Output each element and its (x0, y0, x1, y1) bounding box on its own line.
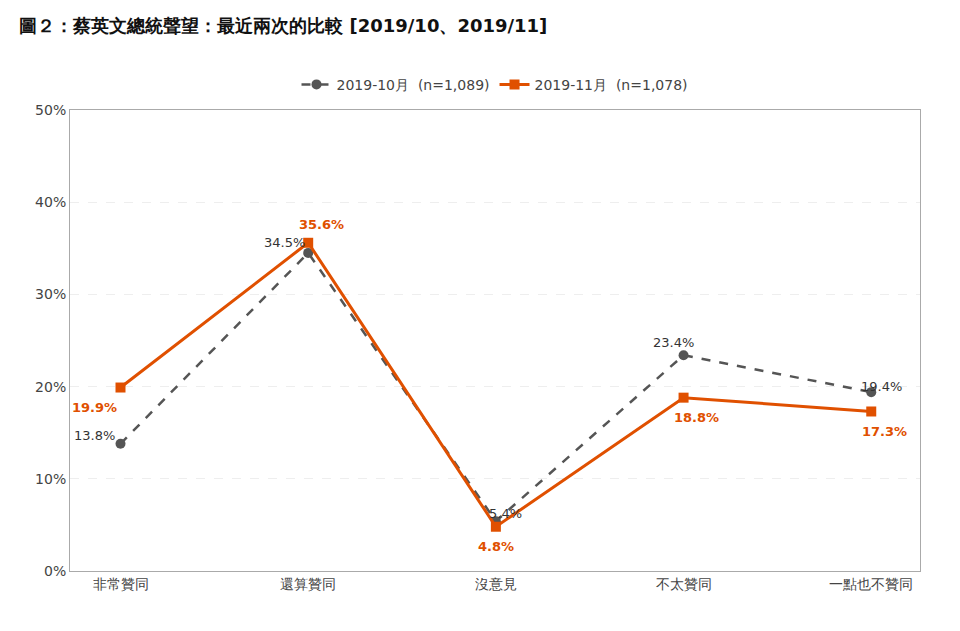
svg-text:沒意見: 沒意見 (475, 576, 517, 592)
svg-text:0%: 0% (44, 563, 66, 579)
svg-text:一點也不贊同: 一點也不贊同 (829, 576, 913, 592)
svg-text:19.4%: 19.4% (861, 379, 902, 394)
svg-text:2019-10月 (n=1,089): 2019-10月 (n=1,089) (337, 77, 490, 93)
svg-text:2019-11月 (n=1,078): 2019-11月 (n=1,078) (535, 77, 688, 93)
svg-text:不太贊同: 不太贊同 (656, 576, 712, 592)
svg-text:圖２：蔡英文總統聲望：最近兩次的比較 [2019/10、20: 圖２：蔡英文總統聲望：最近兩次的比較 [2019/10、2019/11] (19, 15, 547, 36)
svg-text:35.6%: 35.6% (299, 217, 344, 232)
svg-text:10%: 10% (35, 471, 66, 487)
svg-text:5.4%: 5.4% (489, 506, 522, 521)
svg-text:23.4%: 23.4% (653, 335, 694, 350)
svg-text:17.3%: 17.3% (862, 424, 907, 439)
svg-text:4.8%: 4.8% (478, 539, 514, 554)
svg-text:非常贊同: 非常贊同 (93, 576, 149, 592)
svg-text:還算贊同: 還算贊同 (280, 576, 336, 592)
svg-text:50%: 50% (35, 102, 66, 118)
svg-text:13.8%: 13.8% (74, 428, 115, 443)
svg-text:20%: 20% (35, 379, 66, 395)
svg-text:40%: 40% (35, 194, 66, 210)
svg-text:34.5%: 34.5% (264, 235, 305, 250)
svg-text:19.9%: 19.9% (72, 400, 117, 415)
svg-text:30%: 30% (35, 286, 66, 302)
svg-text:18.8%: 18.8% (674, 410, 719, 425)
